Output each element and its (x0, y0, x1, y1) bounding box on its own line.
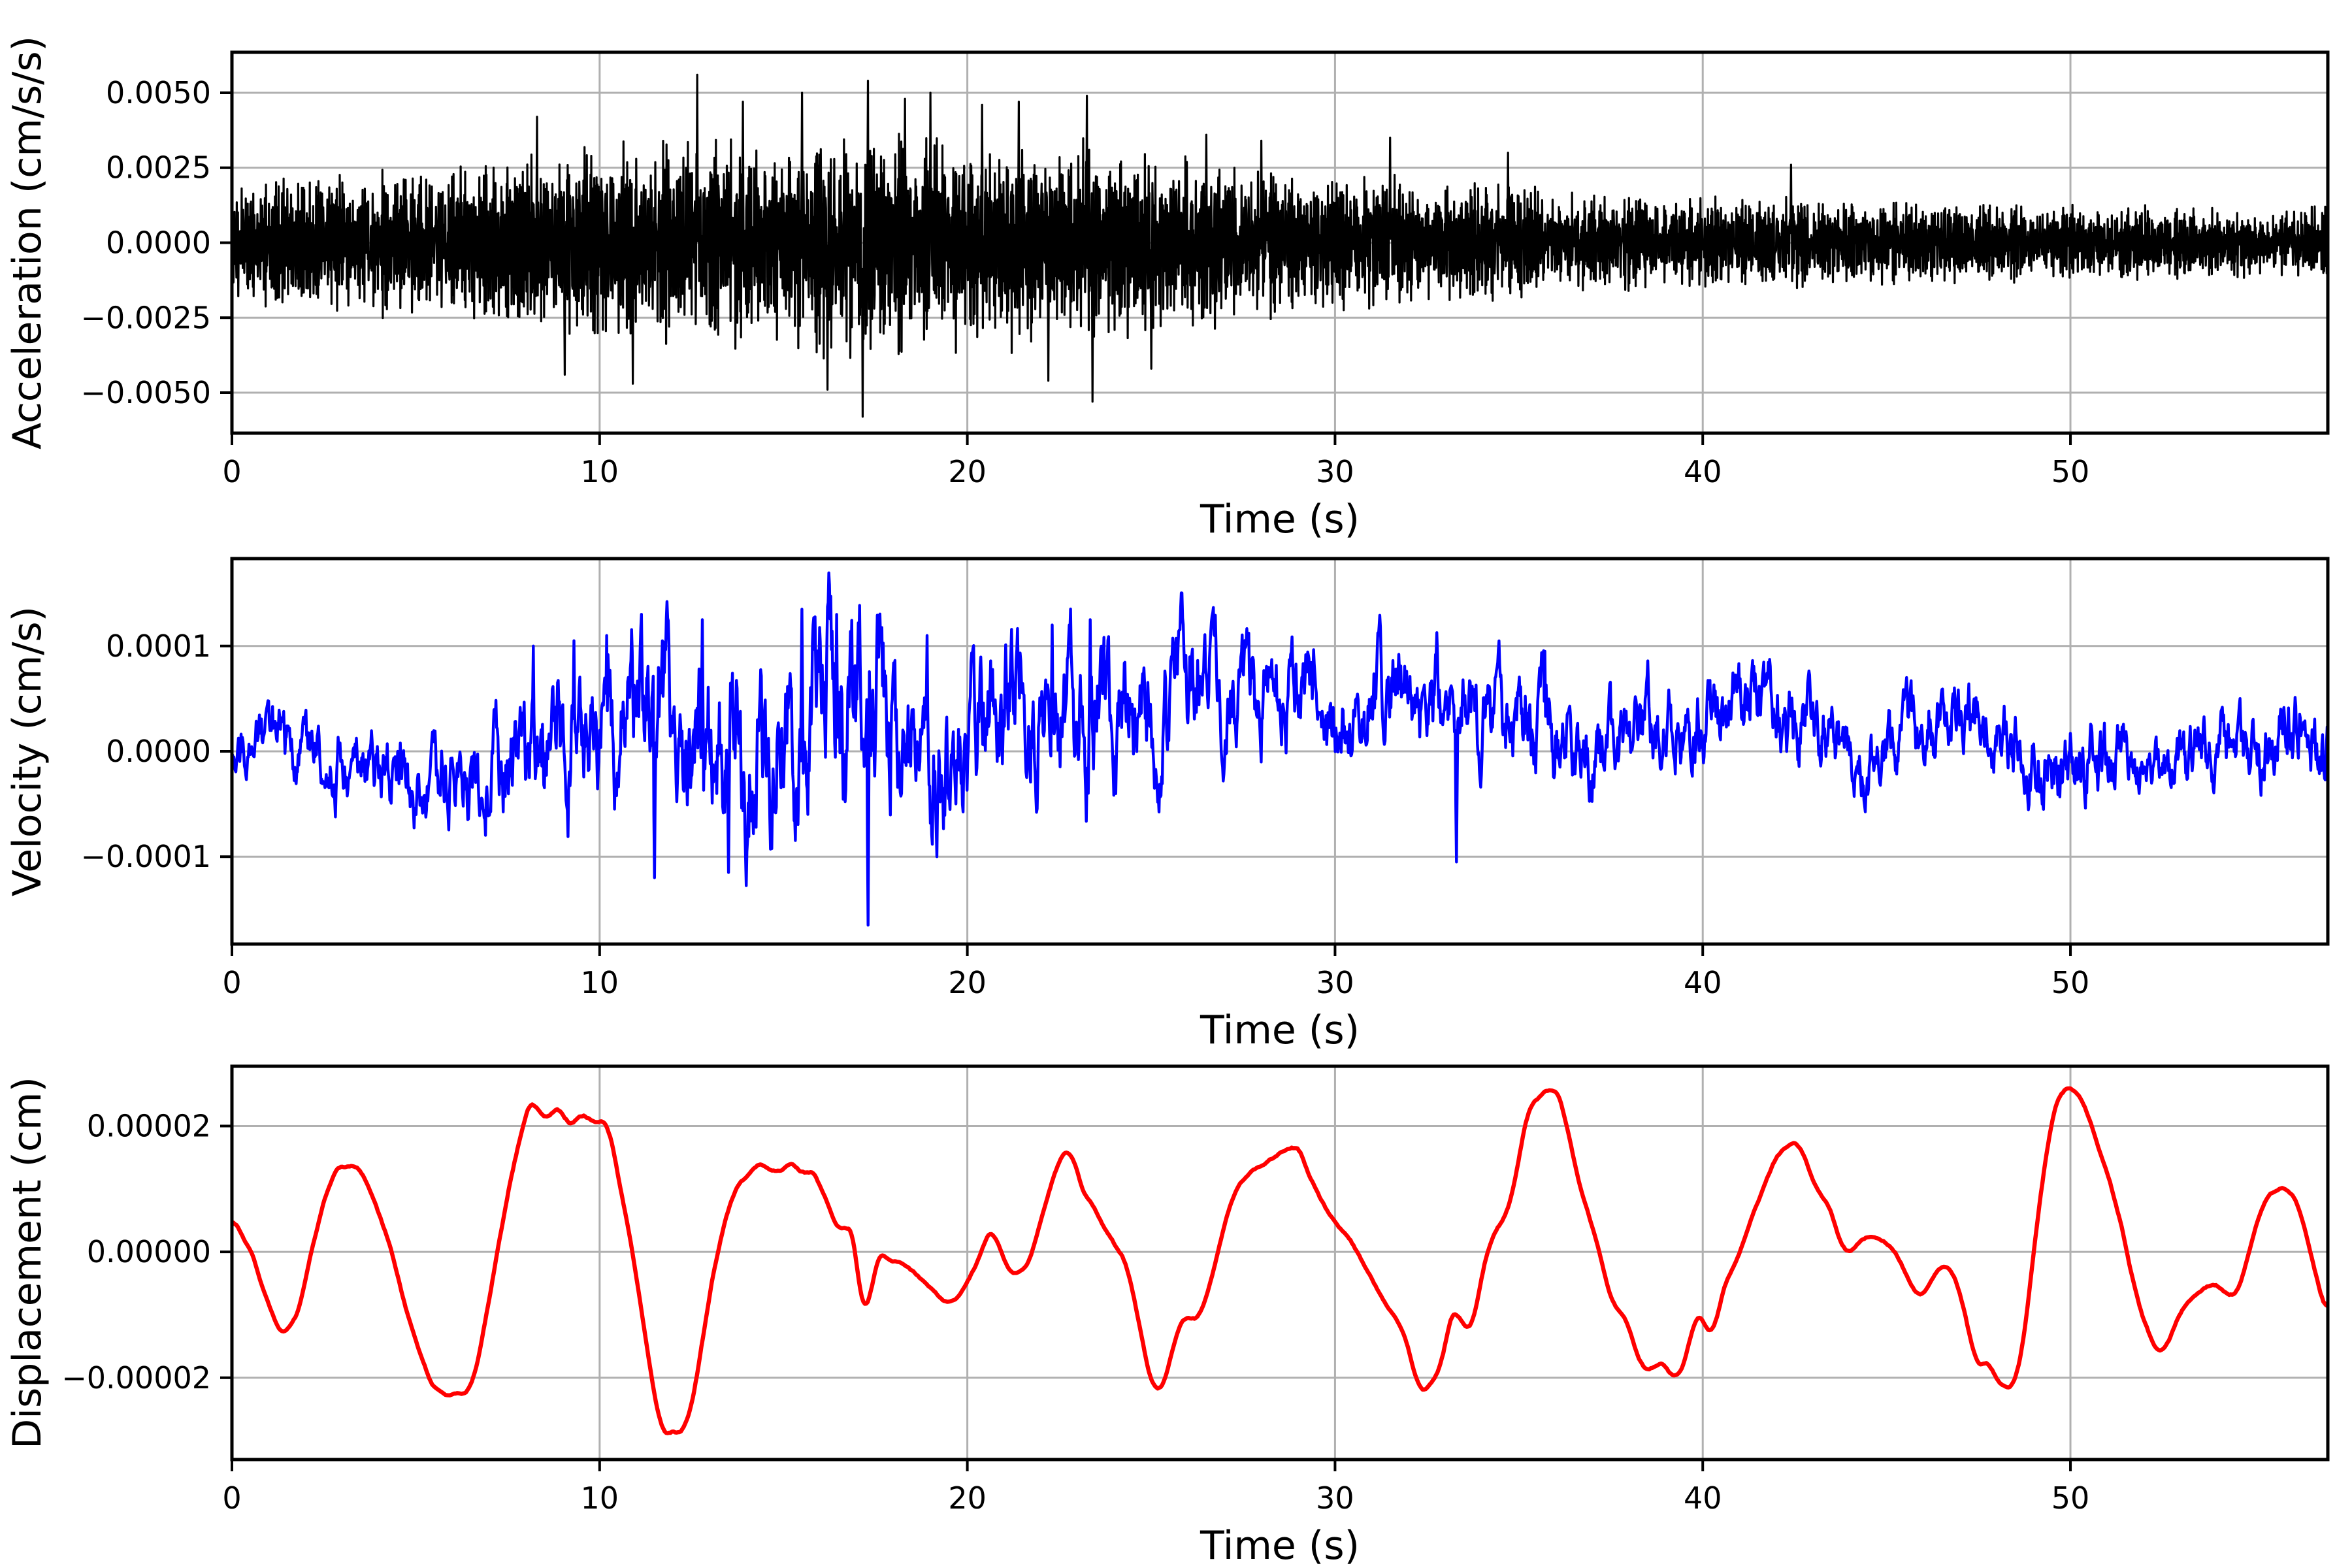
x-tick-label: 30 (1316, 454, 1354, 489)
y-tick-label: −0.0001 (81, 839, 212, 874)
y-tick-label: 0.00002 (87, 1109, 211, 1144)
plot-area (232, 1066, 2328, 1460)
axes-spines (230, 1064, 2330, 1462)
x-tick-label: 40 (1684, 965, 1722, 1000)
x-tick-label: 30 (1316, 1480, 1354, 1516)
x-tick-label: 0 (222, 965, 241, 1000)
x-tick-label: 20 (948, 965, 987, 1000)
x-tick-label: 10 (581, 454, 619, 489)
y-axis-label: Velocity (cm/s) (5, 606, 50, 896)
x-tick-label: 20 (948, 454, 987, 489)
x-tick-label: 30 (1316, 965, 1354, 1000)
x-tick-label: 40 (1684, 454, 1722, 489)
x-tick-label: 50 (2051, 454, 2090, 489)
x-tick-label: 50 (2051, 1480, 2090, 1516)
y-tick-label: 0.0050 (106, 75, 211, 110)
x-tick-label: 0 (222, 454, 241, 489)
x-tick-label: 20 (948, 1480, 987, 1516)
x-axis-label: Time (s) (1200, 1007, 1360, 1053)
y-axis-label: Displacement (cm) (5, 1077, 50, 1449)
x-axis-label: Time (s) (1200, 1523, 1360, 1568)
x-tick-label: 0 (222, 1480, 241, 1516)
x-tick-label: 50 (2051, 965, 2090, 1000)
y-tick-label: 0.0000 (106, 734, 211, 769)
y-tick-label: −0.0050 (81, 375, 212, 410)
displacement-subplot: 0 10 20 30 40 50 0.00002 0.00000 −0.00002 Time (s… (5, 1064, 2330, 1568)
displacement-trace (232, 1086, 2328, 1435)
acceleration-trace (232, 73, 2328, 418)
y-tick-label: 0.0025 (106, 150, 211, 186)
y-tick-label: 0.0001 (106, 629, 211, 664)
y-tick-label: −0.00002 (61, 1360, 211, 1396)
y-tick-label: 0.0000 (106, 225, 211, 261)
velocity-subplot: 0 10 20 30 40 50 0.0001 0.0000 −0.0001 Time (s) Ve… (5, 557, 2330, 1053)
x-tick-label: 40 (1684, 1480, 1722, 1516)
x-tick-label: 10 (581, 965, 619, 1000)
y-tick-label: −0.0025 (81, 300, 212, 335)
velocity-trace (232, 571, 2328, 927)
y-axis-label: Acceleration (cm/s/s) (5, 36, 50, 449)
x-tick-label: 10 (581, 1480, 619, 1516)
x-axis-label: Time (s) (1200, 497, 1360, 542)
acceleration-subplot: 0 10 20 30 40 50 0.0050 0.0025 0.0000 −0.0025 −0.0… (5, 36, 2330, 542)
y-tick-label: 0.00000 (87, 1234, 211, 1269)
grid (231, 1066, 2328, 1460)
